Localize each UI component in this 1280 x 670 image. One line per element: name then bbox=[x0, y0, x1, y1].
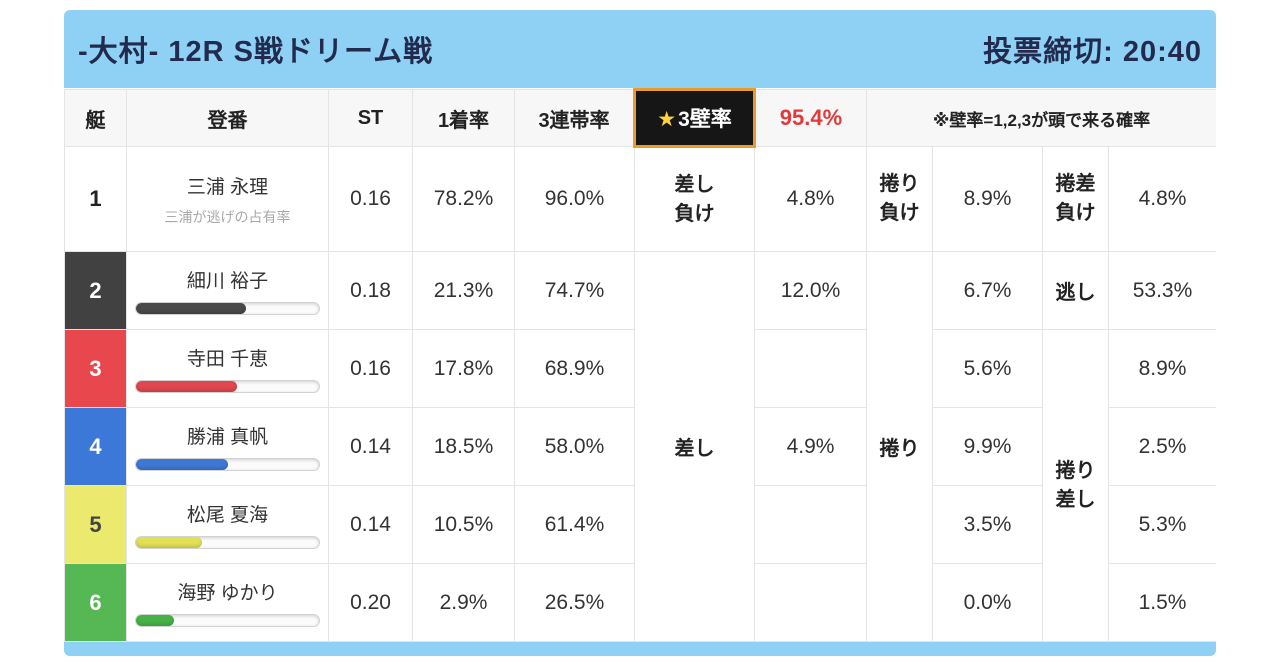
sashi-value-6 bbox=[754, 563, 867, 642]
share-bar-fill-3 bbox=[136, 381, 237, 392]
race-header: -大村- 12R S戦ドリーム戦 投票締切: 20:40 bbox=[64, 10, 1216, 88]
table-header-row: 艇 登番 ST 1着率 3連帯率 ★3壁率 95.4% ※壁率=1,2,3が頭で… bbox=[64, 88, 1216, 148]
win-rate-5: 10.5% bbox=[412, 485, 515, 564]
sashi-make-label: 差し 負け bbox=[634, 146, 755, 252]
st-value-1: 0.16 bbox=[328, 146, 413, 252]
race-title: -大村- 12R S戦ドリーム戦 bbox=[78, 36, 434, 68]
racer-name-6: 海野 ゆかり bbox=[177, 583, 278, 604]
top3-rate-5: 61.4% bbox=[514, 485, 635, 564]
win-rate-1: 78.2% bbox=[412, 146, 515, 252]
racer-cell-5: 松尾 夏海 bbox=[126, 485, 329, 564]
makurizashi-value-6: 1.5% bbox=[1107, 563, 1216, 642]
racer-name-2: 細川 裕子 bbox=[186, 271, 269, 292]
sashi-label-merged: 差し bbox=[634, 251, 755, 642]
racer-row-3: 3 寺田 千恵 0.16 17.8% 68.9% 5.6% 捲り 差し 8.9% bbox=[64, 329, 1216, 642]
share-bar-fill-4 bbox=[136, 459, 228, 470]
sashi-value-1: 4.8% bbox=[754, 146, 867, 252]
wall-rate-value: 95.4% bbox=[754, 89, 867, 147]
col-header-boat: 艇 bbox=[64, 89, 127, 147]
share-bar-fill-6 bbox=[136, 615, 175, 626]
racer-cell-1: 三浦 永理 三浦が逃げの占有率 bbox=[126, 146, 329, 252]
racer-row-4: 4 勝浦 真帆 0.14 18.5% 58.0% 4.9% 9.9% 2.5% bbox=[64, 407, 1216, 486]
col-header-win-rate: 1着率 bbox=[412, 89, 515, 147]
st-value-6: 0.20 bbox=[328, 563, 413, 642]
top3-rate-2: 74.7% bbox=[514, 251, 635, 330]
makuri-value-4: 9.9% bbox=[932, 407, 1043, 486]
racer-name-1: 三浦 永理 bbox=[186, 176, 269, 198]
wall-rate-label: 3壁率 bbox=[678, 108, 732, 131]
racer-row-1: 1 三浦 永理 三浦が逃げの占有率 0.16 78.2% 96.0% 差し 負け… bbox=[64, 146, 1216, 252]
col-header-top3-rate: 3連帯率 bbox=[514, 89, 635, 147]
vote-deadline: 投票締切: 20:40 bbox=[983, 36, 1202, 68]
sashi-value-3 bbox=[754, 329, 867, 408]
makuri-value-3: 5.6% bbox=[932, 329, 1043, 408]
share-bar-fill-5 bbox=[136, 537, 202, 548]
wall-rate-tab[interactable]: ★3壁率 bbox=[633, 88, 756, 148]
nigashi-label: 逃し bbox=[1042, 251, 1109, 330]
win-rate-6: 2.9% bbox=[412, 563, 515, 642]
share-bar-3 bbox=[135, 380, 320, 393]
racer-cell-2: 細川 裕子 bbox=[126, 251, 329, 330]
racer-subtext-1: 三浦が逃げの占有率 bbox=[164, 208, 291, 225]
sashi-value-4: 4.9% bbox=[754, 407, 867, 486]
racer-name-3: 寺田 千恵 bbox=[186, 349, 269, 370]
top3-rate-4: 58.0% bbox=[514, 407, 635, 486]
share-bar-4 bbox=[135, 458, 320, 471]
makuri-label-merged: 捲り bbox=[866, 251, 933, 642]
st-value-5: 0.14 bbox=[328, 485, 413, 564]
racer-cell-6: 海野 ゆかり bbox=[126, 563, 329, 642]
boat-number-2: 2 bbox=[64, 251, 127, 330]
top3-rate-3: 68.9% bbox=[514, 329, 635, 408]
boat-number-3: 3 bbox=[64, 329, 127, 408]
racer-name-4: 勝浦 真帆 bbox=[186, 427, 269, 448]
share-bar-2 bbox=[135, 302, 320, 315]
makurizashi-value-2: 53.3% bbox=[1107, 251, 1216, 330]
makuri-make-label: 捲り 負け bbox=[866, 146, 933, 252]
racer-name-5: 松尾 夏海 bbox=[186, 505, 269, 526]
makuri-value-2: 6.7% bbox=[932, 251, 1043, 330]
race-table: 艇 登番 ST 1着率 3連帯率 ★3壁率 95.4% ※壁率=1,2,3が頭で… bbox=[64, 88, 1216, 642]
top3-rate-6: 26.5% bbox=[514, 563, 635, 642]
makuri-value-1: 8.9% bbox=[932, 146, 1043, 252]
boat-number-6: 6 bbox=[64, 563, 127, 642]
share-bar-5 bbox=[135, 536, 320, 549]
racer-row-6: 6 海野 ゆかり 0.20 2.9% 26.5% 0.0% 1.5% bbox=[64, 563, 1216, 642]
boat-number-1: 1 bbox=[64, 146, 127, 252]
makurizashi-value-5: 5.3% bbox=[1107, 485, 1216, 564]
race-card: -大村- 12R S戦ドリーム戦 投票締切: 20:40 艇 登番 ST 1着率… bbox=[64, 10, 1216, 656]
st-value-2: 0.18 bbox=[328, 251, 413, 330]
makurizashi-value-1: 4.8% bbox=[1107, 146, 1216, 252]
racer-row-5: 5 松尾 夏海 0.14 10.5% 61.4% 3.5% 5.3% bbox=[64, 485, 1216, 564]
win-rate-4: 18.5% bbox=[412, 407, 515, 486]
makurizashi-value-4: 2.5% bbox=[1107, 407, 1216, 486]
top3-rate-1: 96.0% bbox=[514, 146, 635, 252]
boat-number-4: 4 bbox=[64, 407, 127, 486]
makuri-value-5: 3.5% bbox=[932, 485, 1043, 564]
makurizashi-value-3: 8.9% bbox=[1107, 329, 1216, 408]
win-rate-3: 17.8% bbox=[412, 329, 515, 408]
sashi-value-5 bbox=[754, 485, 867, 564]
makurizashi-make-label: 捲差 負け bbox=[1042, 146, 1109, 252]
sashi-value-2: 12.0% bbox=[754, 251, 867, 330]
st-value-3: 0.16 bbox=[328, 329, 413, 408]
st-value-4: 0.14 bbox=[328, 407, 413, 486]
makurizashi-label-merged: 捲り 差し bbox=[1042, 329, 1109, 642]
share-bar-6 bbox=[135, 614, 320, 627]
col-header-st: ST bbox=[328, 89, 413, 147]
racer-row-2: 2 細川 裕子 0.18 21.3% 74.7% 差し 12.0% 捲り 6.7… bbox=[64, 251, 1216, 642]
star-icon: ★ bbox=[657, 108, 677, 131]
share-bar-fill-2 bbox=[136, 303, 246, 314]
makuri-value-6: 0.0% bbox=[932, 563, 1043, 642]
wall-rate-note: ※壁率=1,2,3が頭で来る確率 bbox=[865, 89, 1216, 147]
racer-cell-4: 勝浦 真帆 bbox=[126, 407, 329, 486]
boat-number-5: 5 bbox=[64, 485, 127, 564]
racer-cell-3: 寺田 千恵 bbox=[126, 329, 329, 408]
col-header-entry: 登番 bbox=[126, 89, 329, 147]
win-rate-2: 21.3% bbox=[412, 251, 515, 330]
